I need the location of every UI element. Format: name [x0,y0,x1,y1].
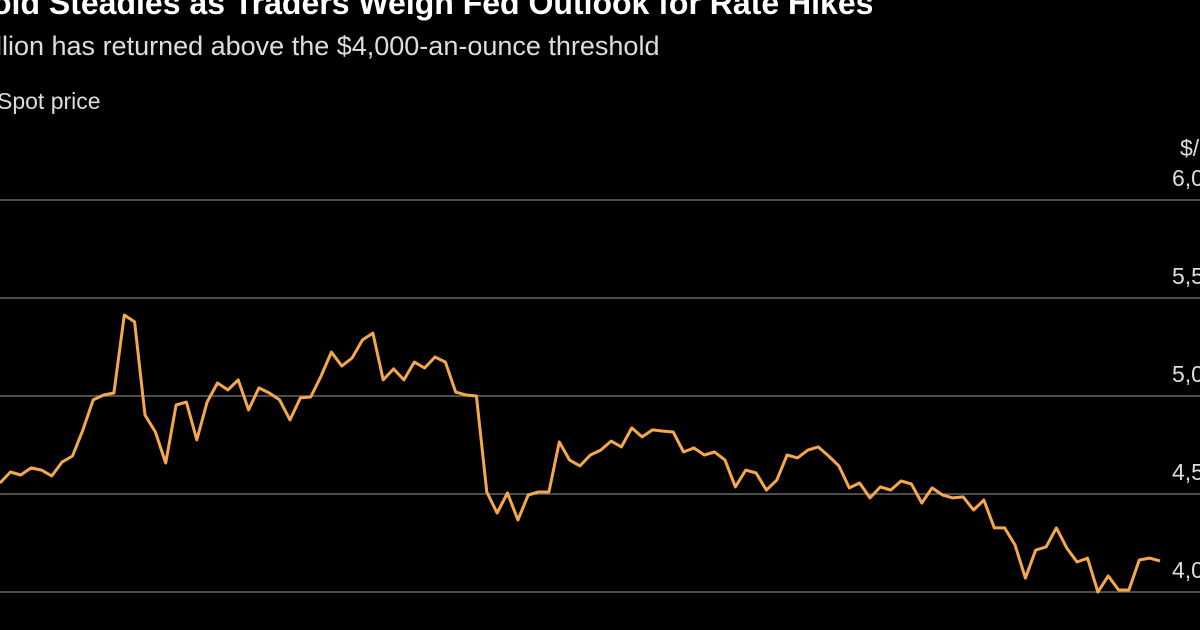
y-tick-label: 5,0 [1172,361,1200,387]
chart-subtitle: llion has returned above the $4,000-an-o… [0,31,659,61]
chart-title: old Steadies as Traders Weigh Fed Outloo… [0,0,873,21]
y-unit: $/ [1180,135,1200,161]
y-tick-label: 4,5 [1172,459,1200,485]
y-tick-label: 5,5 [1172,263,1200,289]
series-label: Spot price [0,88,101,114]
y-tick-label: 4,0 [1172,557,1200,583]
price-line [0,313,1161,594]
y-tick-label: 6,0 [1172,165,1200,191]
